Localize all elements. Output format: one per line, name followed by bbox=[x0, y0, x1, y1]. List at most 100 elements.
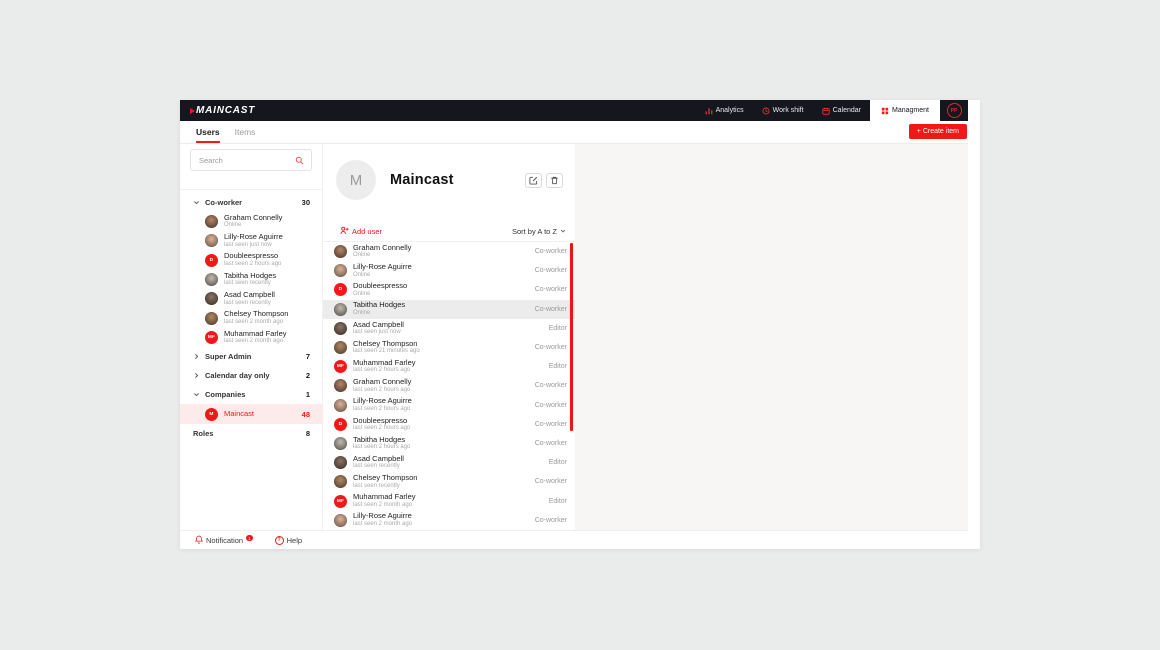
create-item-button[interactable]: + Create item bbox=[908, 124, 967, 139]
user-avatar bbox=[334, 321, 347, 335]
table-row[interactable]: Chelsey Thompson last seen 21 minutes ag… bbox=[323, 338, 576, 357]
user-avatar bbox=[334, 264, 347, 278]
sort-dropdown[interactable]: Sort by A to Z bbox=[512, 227, 566, 236]
group-label: Companies bbox=[205, 390, 246, 400]
table-row[interactable]: D Doubleespresso last seen 2 hours ago C… bbox=[323, 415, 576, 434]
sort-label: Sort by A to Z bbox=[511, 226, 557, 236]
table-row[interactable]: Asad Campbell last seen just now Editor bbox=[323, 319, 576, 338]
list-scrollbar[interactable] bbox=[570, 243, 573, 431]
profile-menu[interactable]: PP bbox=[940, 100, 968, 121]
user-role: Co-worker bbox=[534, 286, 567, 294]
tabstrip: Users Items + Create item bbox=[180, 121, 980, 144]
user-status: last seen just now bbox=[224, 241, 272, 248]
nav-item-analytics[interactable]: Analytics bbox=[696, 100, 753, 121]
sidebar-item-maincast[interactable]: M Maincast 48 bbox=[180, 404, 322, 425]
sidebar-user-item[interactable]: Tabitha Hodges last seen recently bbox=[180, 270, 322, 289]
detail-panel: M Maincast Add user Sort by A to Z bbox=[322, 144, 576, 530]
user-status: Online bbox=[353, 252, 371, 259]
user-avatar bbox=[334, 475, 347, 489]
sidebar-item-roles[interactable]: Roles 8 bbox=[180, 424, 322, 443]
user-status: Online bbox=[353, 271, 371, 278]
user-role: Co-worker bbox=[534, 478, 567, 486]
sidebar-user-item[interactable]: MF Muhammad Farley last seen 2 month ago bbox=[180, 328, 322, 347]
notification-button[interactable]: Notification 1 bbox=[194, 534, 253, 546]
chevron-right-icon bbox=[193, 372, 200, 379]
user-role: Editor bbox=[548, 497, 567, 505]
group-label: Calendar day only bbox=[205, 371, 270, 381]
group-label: Roles bbox=[193, 429, 214, 439]
tab-users[interactable]: Users bbox=[196, 121, 220, 143]
page-title: Maincast bbox=[390, 172, 454, 188]
detail-actions bbox=[525, 173, 563, 188]
group-count: 8 bbox=[305, 429, 310, 439]
user-name: Asad Campbell bbox=[353, 453, 404, 463]
table-row[interactable]: Tabitha Hodges Online Co-worker bbox=[323, 299, 576, 319]
group-label: Super Admin bbox=[205, 352, 252, 362]
table-row[interactable]: Lilly-Rose Aguirre last seen 2 hours ago… bbox=[323, 396, 576, 415]
table-row[interactable]: MF Muhammad Farley last seen 2 hours ago… bbox=[323, 357, 576, 376]
user-status: last seen 2 hours ago bbox=[353, 367, 411, 374]
search-input[interactable] bbox=[191, 155, 295, 165]
edit-button[interactable] bbox=[525, 173, 542, 188]
sidebar-user-item[interactable]: Asad Campbell last seen recently bbox=[180, 289, 322, 308]
footerbar: Notification 1 ? Help bbox=[180, 530, 968, 549]
user-avatar bbox=[334, 398, 347, 412]
sidebar: Co-worker 30 Graham Connelly Online Lill… bbox=[180, 144, 322, 530]
table-row[interactable]: Asad Campbell last seen recently Editor bbox=[323, 453, 576, 472]
trash-icon bbox=[550, 173, 559, 188]
app-window: MAINCAST Analytics Work shift Calendar bbox=[180, 100, 980, 549]
tab-items[interactable]: Items bbox=[235, 121, 256, 143]
logo[interactable]: MAINCAST bbox=[190, 105, 255, 116]
nav-item-managment[interactable]: Managment bbox=[870, 100, 940, 121]
user-status: last seen recently bbox=[224, 299, 271, 306]
chevron-down-icon bbox=[193, 391, 200, 398]
table-row[interactable]: Tabitha Hodges last seen 2 hours ago Co-… bbox=[323, 434, 576, 453]
user-name: Doubleespresso bbox=[353, 415, 408, 425]
help-button[interactable]: ? Help bbox=[274, 535, 302, 545]
page-scrollbar-track[interactable] bbox=[968, 100, 980, 549]
table-row[interactable]: Lilly-Rose Aguirre Online Co-worker bbox=[323, 261, 576, 280]
sidebar-user-item[interactable]: Graham Connelly Online bbox=[180, 212, 322, 231]
user-avatar: D bbox=[334, 283, 347, 297]
user-list: Graham Connelly Online Co-worker Lilly-R… bbox=[323, 242, 576, 530]
user-status: last seen 2 hours ago bbox=[224, 260, 282, 267]
table-row[interactable]: MF Muhammad Farley last seen 2 month ago… bbox=[323, 491, 576, 510]
add-user-button[interactable]: Add user bbox=[340, 226, 382, 237]
search-icon[interactable] bbox=[295, 156, 304, 165]
nav-item-work-shift[interactable]: Work shift bbox=[753, 100, 813, 121]
sidebar-user-item[interactable]: Chelsey Thompson last seen 2 month ago bbox=[180, 308, 322, 327]
divider bbox=[323, 241, 576, 242]
user-role: Editor bbox=[548, 363, 567, 371]
user-role: Co-worker bbox=[534, 248, 567, 256]
user-name: Doubleespresso bbox=[224, 251, 279, 261]
group-super-admin[interactable]: Super Admin 7 bbox=[180, 347, 322, 366]
nav-item-label: Managment bbox=[892, 107, 929, 114]
group-label: Co-worker bbox=[205, 198, 243, 207]
sidebar-user-item[interactable]: Lilly-Rose Aguirre last seen just now bbox=[180, 231, 322, 250]
user-name: Lilly-Rose Aguirre bbox=[353, 262, 412, 272]
chevron-down-icon bbox=[193, 199, 200, 206]
table-row[interactable]: D Doubleespresso Online Co-worker bbox=[323, 280, 576, 299]
table-row[interactable]: Graham Connelly last seen 2 hours ago Co… bbox=[323, 376, 576, 395]
user-status: last seen recently bbox=[353, 463, 400, 470]
group-co-worker[interactable]: Co-worker 30 bbox=[180, 193, 322, 212]
user-status: last seen recently bbox=[353, 482, 400, 489]
user-status: last seen 2 hours ago bbox=[353, 386, 411, 393]
delete-button[interactable] bbox=[546, 173, 563, 188]
table-row[interactable]: Graham Connelly Online Co-worker bbox=[323, 242, 576, 261]
topbar: MAINCAST Analytics Work shift Calendar bbox=[180, 100, 968, 121]
grid-icon bbox=[881, 107, 889, 115]
group-companies[interactable]: Companies 1 bbox=[180, 385, 322, 404]
group-count: 1 bbox=[305, 390, 310, 400]
user-name: Graham Connelly bbox=[353, 242, 412, 252]
table-row[interactable]: Chelsey Thompson last seen recently Co-w… bbox=[323, 472, 576, 491]
chevron-right-icon bbox=[193, 353, 200, 360]
user-avatar bbox=[205, 292, 218, 306]
company-name: Maincast bbox=[224, 408, 255, 418]
table-row[interactable]: Lilly-Rose Aguirre last seen 2 month ago… bbox=[323, 511, 576, 530]
user-avatar bbox=[205, 311, 218, 325]
sidebar-user-item[interactable]: D Doubleespresso last seen 2 hours ago bbox=[180, 251, 322, 270]
group-calendar-day-only[interactable]: Calendar day only 2 bbox=[180, 366, 322, 385]
user-name: Chelsey Thompson bbox=[353, 338, 418, 348]
nav-item-calendar[interactable]: Calendar bbox=[813, 100, 870, 121]
